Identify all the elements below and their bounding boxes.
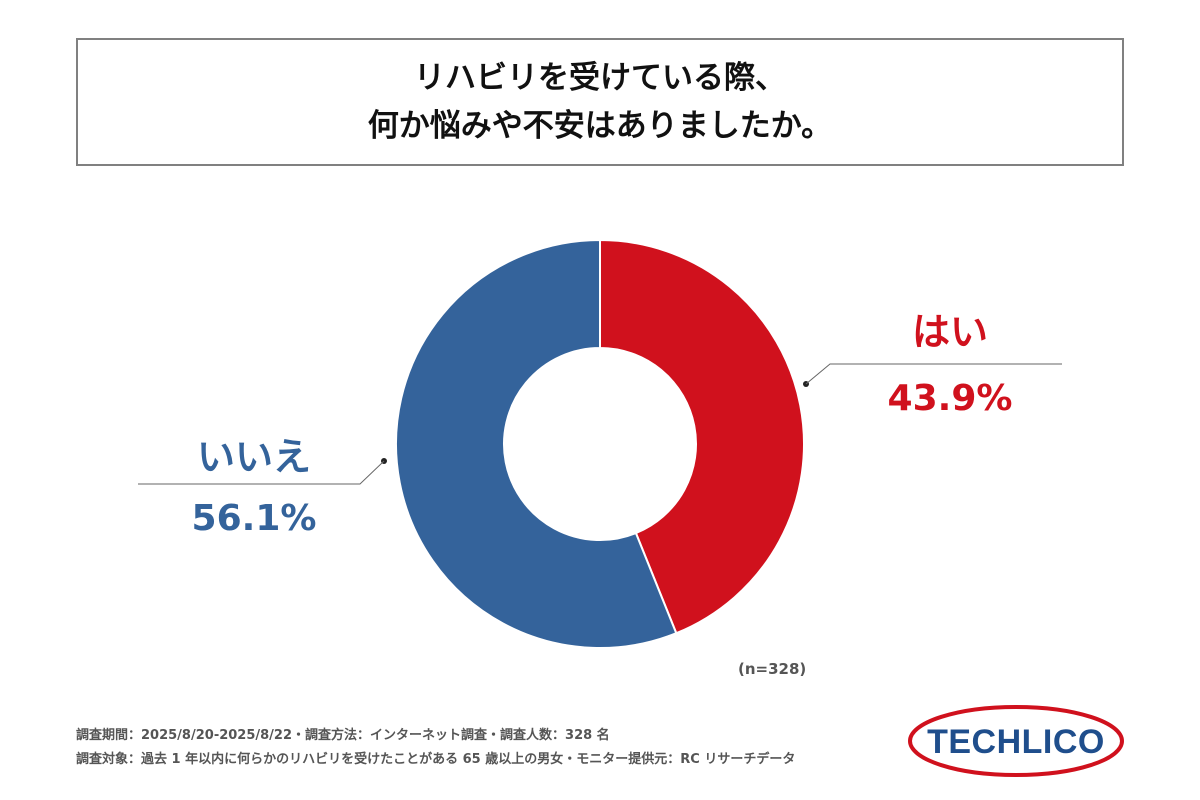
slice-value-no: 56.1% <box>192 498 317 539</box>
slice-label-yes: はい <box>912 310 988 354</box>
title-box: リハビリを受けている際、 何か悩みや不安はありましたか。 <box>76 38 1124 166</box>
logo-ring <box>908 705 1124 777</box>
footnote-survey-period: 調査期間：2025/8/20-2025/8/22・調査方法：インターネット調査・… <box>76 728 610 743</box>
donut-slices <box>395 238 805 649</box>
techlico-logo: TECHLICO <box>908 705 1124 777</box>
donut-slice-yes <box>599 238 805 635</box>
donut-slice-no <box>395 238 678 649</box>
callouts <box>138 363 1062 485</box>
footnote-survey-target: 調査対象：過去 1 年以内に何らかのリハビリを受けたことがある 65 歳以上の男… <box>76 752 796 767</box>
chart-title-line-2: 何か悩みや不安はありましたか。 <box>367 108 833 144</box>
callout-line-no <box>138 460 385 485</box>
sample-size-label: (n=328) <box>738 660 807 678</box>
logo-text: TECHLICO <box>927 723 1105 761</box>
chart-title-line-1: リハビリを受けている際、 <box>414 60 786 96</box>
slice-value-yes: 43.9% <box>888 378 1013 419</box>
callout-line-yes <box>805 363 1062 385</box>
slice-label-no: いいえ <box>197 435 311 479</box>
